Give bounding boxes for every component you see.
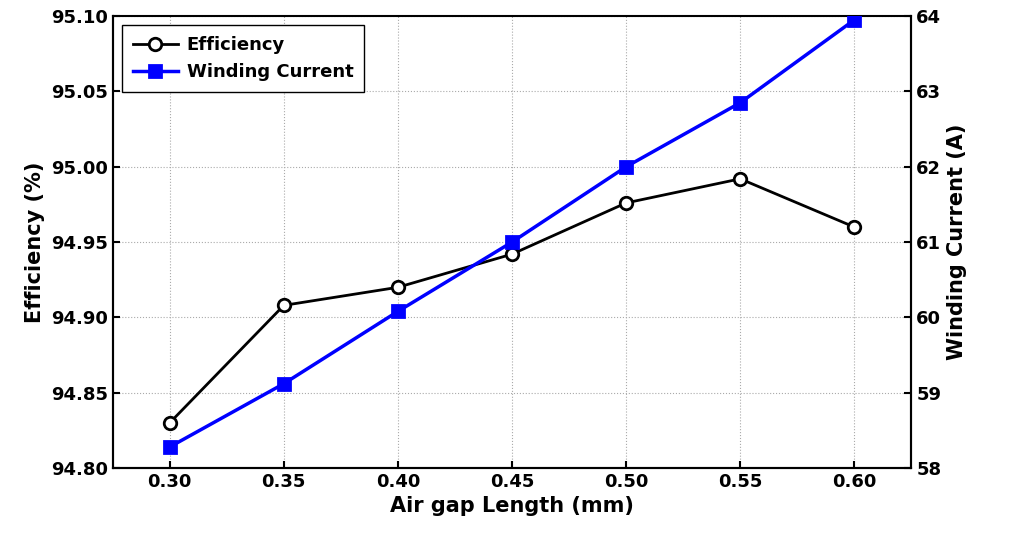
Efficiency [392,284,404,291]
Efficiency [734,175,746,182]
Efficiency [620,200,632,206]
Winding Current [506,239,518,245]
Winding Current [392,308,404,315]
Winding Current [278,380,290,387]
Efficiency [848,224,860,230]
Winding Current [620,164,632,170]
Winding Current [164,444,176,450]
Legend: Efficiency, Winding Current: Efficiency, Winding Current [122,25,365,92]
X-axis label: Air gap Length (mm): Air gap Length (mm) [390,497,634,516]
Y-axis label: Winding Current (A): Winding Current (A) [947,124,967,360]
Winding Current [734,100,746,106]
Line: Efficiency: Efficiency [164,173,860,429]
Line: Winding Current: Winding Current [164,15,860,452]
Winding Current [848,17,860,23]
Efficiency [278,302,290,309]
Efficiency [164,420,176,426]
Efficiency [506,251,518,257]
Y-axis label: Efficiency (%): Efficiency (%) [26,161,45,323]
